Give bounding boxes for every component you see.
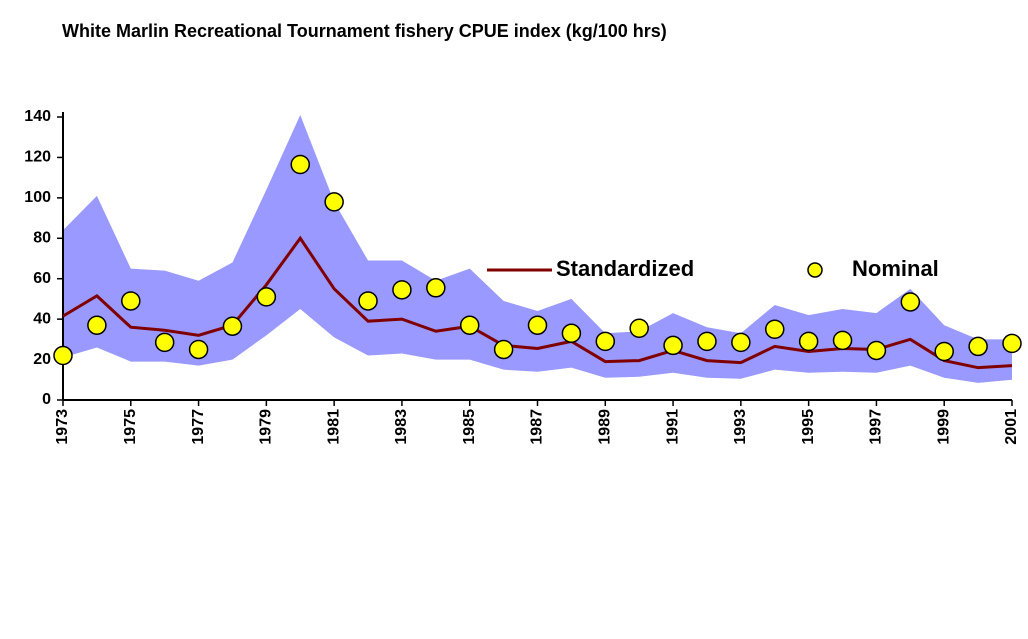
point xyxy=(595,331,616,352)
point xyxy=(87,315,107,335)
point xyxy=(561,323,582,344)
x-tick-label: 1985 xyxy=(461,409,478,445)
point xyxy=(459,315,480,335)
y-tick-label: 0 xyxy=(42,391,51,408)
point xyxy=(900,292,921,312)
point xyxy=(426,278,446,298)
point xyxy=(358,291,378,311)
point xyxy=(697,331,717,352)
point xyxy=(832,330,853,351)
x-tick-label: 1989 xyxy=(597,409,614,445)
y-tick-label: 80 xyxy=(33,230,51,247)
x-tick-label: 1991 xyxy=(664,409,681,445)
y-tick-label: 40 xyxy=(33,310,51,327)
point xyxy=(392,280,412,300)
x-tick-label: 1977 xyxy=(190,409,207,445)
point xyxy=(629,318,649,338)
x-tick-label: 1995 xyxy=(800,409,817,445)
point xyxy=(188,339,209,360)
point xyxy=(222,316,243,336)
y-tick-label: 100 xyxy=(24,189,51,206)
legend-marker xyxy=(807,262,823,278)
legend-label: Standardized xyxy=(556,256,694,281)
confidence-band xyxy=(63,114,1012,383)
x-tick-label: 1975 xyxy=(122,409,139,445)
point xyxy=(866,340,887,361)
point xyxy=(798,331,819,352)
x-tick-label: 1979 xyxy=(258,409,275,445)
chart-title: White Marlin Recreational Tournament fis… xyxy=(62,21,667,41)
point xyxy=(934,341,954,362)
legend-label: Nominal xyxy=(852,256,939,281)
point xyxy=(527,315,548,335)
x-tick-label: 1987 xyxy=(529,409,546,445)
y-tick-label: 140 xyxy=(24,108,51,125)
x-tick-label: 1973 xyxy=(54,409,71,445)
point xyxy=(968,336,988,357)
x-tick-label: 1981 xyxy=(325,409,342,445)
point xyxy=(1002,333,1022,354)
point xyxy=(290,154,310,175)
point xyxy=(154,332,175,353)
point xyxy=(53,345,73,366)
x-tick-label: 1999 xyxy=(935,409,952,445)
y-tick-label: 60 xyxy=(33,270,51,287)
point xyxy=(493,339,514,360)
x-tick-label: 1997 xyxy=(868,409,885,445)
x-tick-label: 2001 xyxy=(1003,409,1020,445)
point xyxy=(765,319,785,339)
y-tick-label: 20 xyxy=(33,351,51,368)
x-tick-label: 1983 xyxy=(393,409,410,445)
point xyxy=(256,287,277,307)
series-line xyxy=(62,235,1013,370)
point xyxy=(731,332,751,353)
x-tick-label: 1993 xyxy=(732,409,749,445)
y-tick-label: 120 xyxy=(24,149,51,166)
point xyxy=(324,192,344,212)
point xyxy=(121,291,141,311)
point xyxy=(663,335,683,356)
